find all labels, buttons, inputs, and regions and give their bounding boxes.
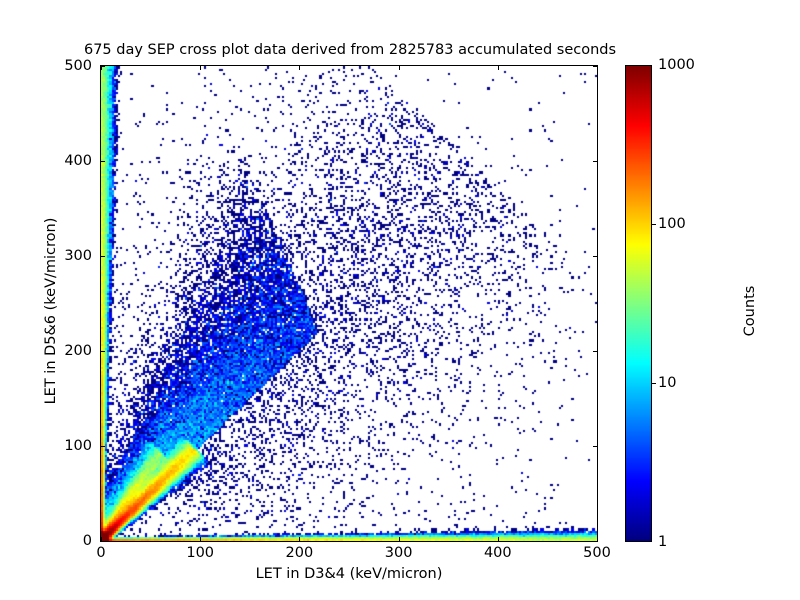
y-axis-label: LET in D5&6 (keV/micron): [43, 217, 59, 405]
x-tick-label-300: 300: [384, 545, 413, 561]
colorbar-tick-label-10: 10: [658, 375, 677, 391]
x-tick-label-200: 200: [285, 545, 314, 561]
x-tick-top-500: [597, 66, 598, 70]
chart-title-line-1: 675 day SEP cross plot data derived from…: [83, 42, 617, 58]
colorbar-tick-label-1: 1: [658, 534, 668, 550]
x-tick-200: [299, 537, 301, 541]
x-tick-top-400: [497, 66, 499, 70]
scatter-density-plot: [101, 66, 597, 541]
y-tick-300: [101, 256, 105, 257]
x-tick-label-0: 0: [96, 545, 106, 561]
y-tick-200: [101, 351, 105, 352]
x-tick-label-500: 500: [583, 545, 611, 561]
x-tick-top-200: [299, 66, 301, 70]
x-tick-label-400: 400: [483, 545, 512, 561]
y-tick-right-500: [593, 66, 597, 67]
y-tick-right-300: [593, 256, 597, 257]
y-tick-label-300: 300: [64, 248, 92, 264]
y-tick-right-100: [593, 446, 597, 447]
y-tick-100: [101, 446, 105, 447]
y-tick-0: [101, 541, 105, 542]
y-tick-right-0: [593, 541, 597, 542]
x-tick-100: [200, 537, 202, 541]
colorbar: [625, 65, 652, 542]
y-tick-label-100: 100: [64, 438, 92, 454]
y-tick-400: [101, 161, 105, 162]
y-tick-label-200: 200: [64, 343, 92, 359]
x-tick-0: [101, 537, 102, 541]
colorbar-tick-label-1000: 1000: [658, 57, 695, 73]
y-tick-label-0: 0: [82, 533, 92, 549]
x-tick-top-100: [200, 66, 202, 70]
y-tick-label-400: 400: [64, 153, 92, 169]
colorbar-tick-10: [652, 383, 656, 384]
y-tick-right-200: [593, 351, 597, 352]
colorbar-tick-100: [652, 224, 656, 225]
x-tick-label-100: 100: [186, 545, 215, 561]
x-tick-400: [497, 537, 499, 541]
x-tick-300: [398, 537, 400, 541]
x-tick-500: [597, 537, 598, 541]
y-tick-500: [101, 66, 105, 67]
x-tick-top-300: [398, 66, 400, 70]
y-tick-right-400: [593, 161, 597, 162]
x-axis-label: LET in D3&4 (keV/micron): [255, 566, 443, 582]
colorbar-gradient: [626, 66, 651, 541]
colorbar-tick-label-100: 100: [658, 216, 686, 232]
y-tick-label-500: 500: [64, 58, 92, 74]
plot-area: [100, 65, 598, 542]
x-tick-top-0: [101, 66, 102, 70]
colorbar-label: Counts: [742, 285, 758, 337]
